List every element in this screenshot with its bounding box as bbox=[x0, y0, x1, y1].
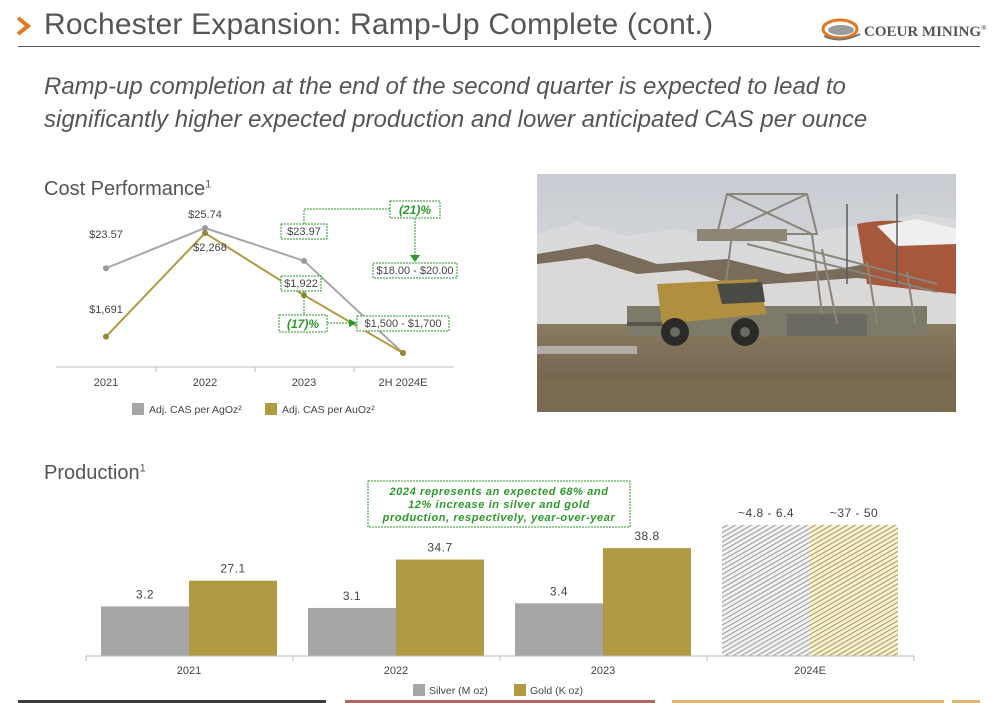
x-tick-label: 2H 2024E bbox=[379, 377, 428, 389]
page-title: Rochester Expansion: Ramp-Up Complete (c… bbox=[44, 8, 714, 41]
data-label-silver: 3.4 bbox=[550, 584, 568, 598]
data-point-gold-cas bbox=[400, 350, 406, 356]
data-label-gold: 34.7 bbox=[427, 541, 452, 555]
legend-swatch-silver-cas bbox=[132, 403, 144, 415]
cost-performance-heading: Cost Performance1 bbox=[44, 178, 211, 201]
legend-label-silver: Silver (M oz) bbox=[429, 685, 488, 697]
data-label-gold: ~37 - 50 bbox=[830, 506, 878, 520]
bar-gold bbox=[810, 525, 898, 656]
silver-change-arrowhead bbox=[410, 255, 420, 262]
data-label-gold-2021: $1,691 bbox=[89, 304, 123, 316]
footer-accent-line bbox=[345, 700, 655, 703]
data-label-silver-2022: $25.74 bbox=[188, 209, 222, 221]
x-tick-label: 2023 bbox=[591, 665, 615, 677]
bar-silver bbox=[515, 603, 603, 656]
footer-accent-line bbox=[18, 700, 326, 703]
footer-accent-line bbox=[952, 700, 980, 703]
data-label-gold: 27.1 bbox=[220, 562, 245, 576]
x-tick-label: 2023 bbox=[292, 377, 316, 389]
cost-footnote-marker: 1 bbox=[205, 178, 212, 191]
data-label-gold-2023: $1,922 bbox=[284, 278, 318, 290]
data-point-gold-cas bbox=[202, 230, 208, 236]
data-point-silver-cas bbox=[202, 225, 208, 231]
data-label-gold: 38.8 bbox=[634, 529, 659, 543]
cost-performance-title: Cost Performance bbox=[44, 178, 206, 200]
data-label-silver-2024e: $18.00 - $20.00 bbox=[376, 265, 453, 277]
series-line-silver-cas bbox=[105, 226, 404, 354]
bar-silver bbox=[101, 606, 189, 656]
mine-haul-truck-photo bbox=[537, 174, 956, 412]
legend-swatch-gold bbox=[514, 684, 526, 696]
data-label-silver: ~4.8 - 6.4 bbox=[738, 506, 794, 520]
gold-change-label: (17)% bbox=[287, 317, 319, 331]
data-label-gold-2023-box bbox=[280, 275, 322, 292]
x-tick-label: 2021 bbox=[94, 377, 118, 389]
logo-registered-mark: ® bbox=[981, 24, 987, 32]
x-tick-label: 2021 bbox=[177, 665, 201, 677]
logo-wordmark: COEUR MINING bbox=[864, 24, 982, 40]
bar-gold bbox=[189, 580, 277, 656]
production-title: Production bbox=[44, 462, 140, 484]
coeur-mining-logo: COEUR MINING® bbox=[820, 14, 992, 44]
data-label-silver-2021: $23.57 bbox=[89, 229, 123, 241]
bar-gold bbox=[603, 548, 691, 656]
bar-silver bbox=[308, 607, 396, 656]
data-point-silver-cas bbox=[103, 265, 109, 272]
production-chart: 3.2 27.1 2021 3.1 34.7 2022 3.4 38.8 2023 ~4.8 - … bbox=[85, 480, 915, 697]
bar-silver bbox=[722, 525, 810, 656]
data-point-silver-cas bbox=[301, 257, 307, 264]
data-label-gold-2024e-box bbox=[356, 315, 450, 332]
cost-performance-chart: 2021 2022 2023 2H 2024E $23.57 $25.74 $1,691 $2… bbox=[56, 200, 458, 416]
x-tick-label: 2022 bbox=[193, 377, 217, 389]
production-footnote-marker: 1 bbox=[139, 462, 146, 475]
x-tick-label: 2024E bbox=[794, 665, 826, 677]
footer-accent-line bbox=[672, 700, 944, 703]
legend-label-gold-cas: Adj. CAS per AuOz² bbox=[282, 404, 375, 416]
data-label-silver-2023: $23.97 bbox=[287, 226, 321, 238]
data-point-gold-cas bbox=[103, 333, 109, 340]
production-callout-line: production, respectively, year-over-year bbox=[382, 512, 616, 524]
silver-change-connector bbox=[303, 208, 390, 224]
gold-change-arrowhead bbox=[349, 319, 357, 327]
silver-change-label: (21)% bbox=[399, 203, 431, 217]
x-tick-label: 2022 bbox=[384, 665, 408, 677]
production-callout-line: 2024 represents an expected 68% and bbox=[388, 486, 608, 498]
production-callout-line: 12% increase in silver and gold bbox=[408, 499, 590, 511]
data-label-silver: 3.1 bbox=[343, 589, 361, 603]
legend-swatch-gold-cas bbox=[265, 403, 277, 415]
title-divider bbox=[18, 46, 980, 47]
gold-change-box bbox=[278, 314, 328, 333]
data-label-gold-2022: $2,268 bbox=[193, 242, 227, 254]
production-heading: Production1 bbox=[44, 462, 146, 485]
data-label-silver: 3.2 bbox=[136, 587, 154, 601]
bar-gold bbox=[396, 559, 484, 656]
chevron-right-icon bbox=[16, 16, 32, 36]
data-label-gold-2024e: $1,500 - $1,700 bbox=[364, 318, 441, 330]
logo-mark-icon bbox=[821, 18, 861, 41]
legend-swatch-silver bbox=[413, 684, 425, 696]
legend-label-gold: Gold (K oz) bbox=[530, 685, 583, 697]
data-label-silver-2024e-box bbox=[372, 262, 458, 279]
slide-subtitle: Ramp-up completion at the end of the sec… bbox=[44, 73, 868, 133]
production-callout-box bbox=[367, 480, 631, 528]
legend-label-silver-cas: Adj. CAS per AgOz² bbox=[149, 404, 242, 416]
